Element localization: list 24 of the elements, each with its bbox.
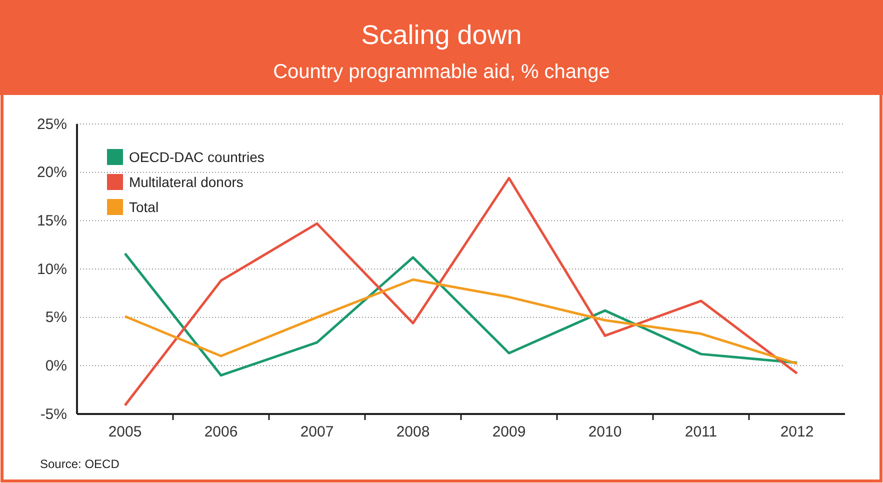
line-series [124, 252, 798, 377]
y-tick-label: 15% [36, 212, 67, 230]
x-tick-label: 2012 [780, 424, 814, 441]
chart-subtitle: Country programmable aid, % change [273, 61, 610, 83]
legend-label: OECD-DAC countries [129, 149, 264, 165]
x-tick-label: 2008 [396, 424, 430, 441]
x-tick-label: 2007 [300, 424, 334, 441]
line-series [124, 278, 798, 365]
y-tick-label: 20% [36, 164, 67, 182]
y-tick-label: 10% [36, 260, 67, 278]
y-tick-label: 25% [36, 116, 67, 133]
source-note: Source: OECD [40, 457, 120, 471]
x-tick-label: 2011 [684, 424, 718, 441]
legend-label: Total [129, 199, 159, 215]
x-tick-label: 2009 [492, 424, 526, 441]
chart-title: Scaling down [361, 20, 522, 50]
y-tick-label: 0% [45, 357, 67, 374]
x-tick-label: 2006 [204, 424, 238, 441]
y-tick-label: -5% [40, 406, 67, 423]
x-tick-label: 2005 [108, 424, 142, 441]
x-tick-label: 2010 [588, 424, 622, 441]
line-series [124, 176, 798, 407]
y-tick-label: 5% [45, 309, 67, 326]
legend-label: Multilateral donors [129, 174, 244, 190]
